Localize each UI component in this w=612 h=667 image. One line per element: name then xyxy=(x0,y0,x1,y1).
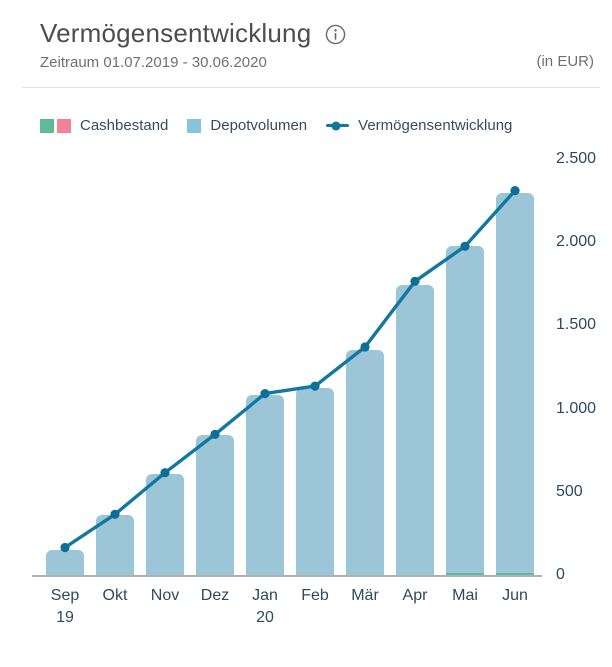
y-tick-label: 1.000 xyxy=(556,399,597,417)
bar-slot-jun xyxy=(490,149,540,575)
depot-bar-segment[interactable] xyxy=(296,387,334,575)
depot-swatch-icon xyxy=(187,118,202,133)
cash-negative-swatch-icon xyxy=(57,118,71,133)
line-series xyxy=(60,186,520,553)
x-tick-label-okt: Okt xyxy=(102,587,128,604)
x-tick-label-jan: Jan 20 xyxy=(252,587,278,626)
y-tick-label: 500 xyxy=(556,482,583,500)
x-tick-label-dez: Dez xyxy=(200,587,230,604)
bar-nov[interactable] xyxy=(146,474,184,575)
x-tick-label-jun: Jun xyxy=(502,587,528,604)
bar-slot-apr xyxy=(390,149,440,575)
title-block: Vermögensentwicklung Zeitraum 01.07.2019… xyxy=(40,18,346,71)
legend-label-depotvolumen: Depotvolumen xyxy=(210,117,308,134)
line-marker-icon xyxy=(326,121,350,130)
depot-bar-segment[interactable] xyxy=(246,395,284,575)
plot-area xyxy=(32,149,542,577)
bar-jun[interactable] xyxy=(496,192,534,575)
legend-label-cashbestand: Cashbestand xyxy=(80,117,169,134)
bar-slot-mai xyxy=(440,149,490,575)
x-tick-label-nov: Nov xyxy=(150,587,180,604)
widget-header: Vermögensentwicklung Zeitraum 01.07.2019… xyxy=(40,18,600,71)
chart-legend: Cashbestand Depotvolumen Vermögensentwic… xyxy=(40,117,600,134)
line-point-sep[interactable] xyxy=(60,542,70,553)
line-point-apr[interactable] xyxy=(410,276,420,286)
line-point-okt[interactable] xyxy=(110,509,120,519)
depot-bar-segment[interactable] xyxy=(96,515,134,575)
depot-bar-segment[interactable] xyxy=(346,349,384,575)
bar-okt[interactable] xyxy=(96,515,134,575)
x-tick-label-mai: Mai xyxy=(452,587,478,604)
y-tick-label: 2.000 xyxy=(556,233,597,251)
depot-bar-segment[interactable] xyxy=(446,246,484,573)
x-tick-label-apr: Apr xyxy=(402,587,428,604)
cash-positive-swatch-icon xyxy=(40,118,54,133)
y-tick-label: 0 xyxy=(556,566,565,583)
info-icon[interactable] xyxy=(325,24,346,45)
page-title: Vermögensentwicklung xyxy=(40,18,312,48)
line-point-dez[interactable] xyxy=(210,429,220,439)
legend-item-vermoegensentwicklung[interactable]: Vermögensentwicklung xyxy=(326,117,512,134)
axis-corner-spacer xyxy=(540,575,600,628)
depot-bar-segment[interactable] xyxy=(196,435,234,575)
bar-slot-mär xyxy=(340,149,390,575)
bar-dez[interactable] xyxy=(196,435,234,575)
cash-bar-segment[interactable] xyxy=(446,573,484,575)
y-tick-label: 2.500 xyxy=(556,149,597,167)
x-tick-label-mär: Mär xyxy=(351,587,379,604)
legend-label-vermoegensentwicklung: Vermögensentwicklung xyxy=(358,117,513,134)
cash-bar-segment[interactable] xyxy=(496,573,534,575)
bar-slot-okt xyxy=(90,149,140,575)
bar-slot-sep xyxy=(40,149,90,575)
bar-slot-feb xyxy=(290,149,340,575)
depot-bar-segment[interactable] xyxy=(496,192,534,573)
period-subtitle: Zeitraum 01.07.2019 - 30.06.2020 xyxy=(40,54,267,71)
bar-sep[interactable] xyxy=(46,550,84,575)
bar-mär[interactable] xyxy=(346,349,384,575)
depot-bar-segment[interactable] xyxy=(146,474,184,575)
legend-item-cashbestand[interactable]: Cashbestand xyxy=(40,117,168,134)
bar-slot-jan xyxy=(240,149,290,575)
header-divider xyxy=(22,87,600,88)
bar-slot-nov xyxy=(140,149,190,575)
line-point-feb[interactable] xyxy=(310,381,320,391)
line-point-jun[interactable] xyxy=(510,186,520,196)
line-point-mai[interactable] xyxy=(460,241,470,251)
depot-bar-segment[interactable] xyxy=(396,284,434,575)
bar-slot-dez xyxy=(190,149,240,575)
depot-bar-segment[interactable] xyxy=(46,550,84,575)
bar-jan[interactable] xyxy=(246,395,284,575)
bar-series xyxy=(40,149,540,575)
y-tick-label: 1.500 xyxy=(556,316,597,334)
bar-mai[interactable] xyxy=(446,246,484,575)
x-tick-label-sep: Sep 19 xyxy=(50,587,80,626)
line-point-mär[interactable] xyxy=(360,342,370,352)
bar-feb[interactable] xyxy=(296,387,334,575)
line-point-jan[interactable] xyxy=(260,389,270,399)
asset-development-chart: 0 500 1.000 1.500 2.000 2.500 Sep 19 Okt Nov Dez J… xyxy=(32,149,600,628)
total-assets-line xyxy=(63,188,517,550)
currency-unit-label: (in EUR) xyxy=(536,53,594,70)
y-axis-labels: 0 500 1.000 1.500 2.000 2.500 xyxy=(540,149,600,583)
legend-item-depotvolumen[interactable]: Depotvolumen xyxy=(187,117,307,134)
x-tick-label-feb: Feb xyxy=(301,587,329,604)
x-axis-labels: Sep 19 Okt Nov Dez Jan 20 Feb Mär Apr Mai Jun xyxy=(40,585,540,628)
line-point-nov[interactable] xyxy=(160,468,170,478)
bar-apr[interactable] xyxy=(396,284,434,575)
